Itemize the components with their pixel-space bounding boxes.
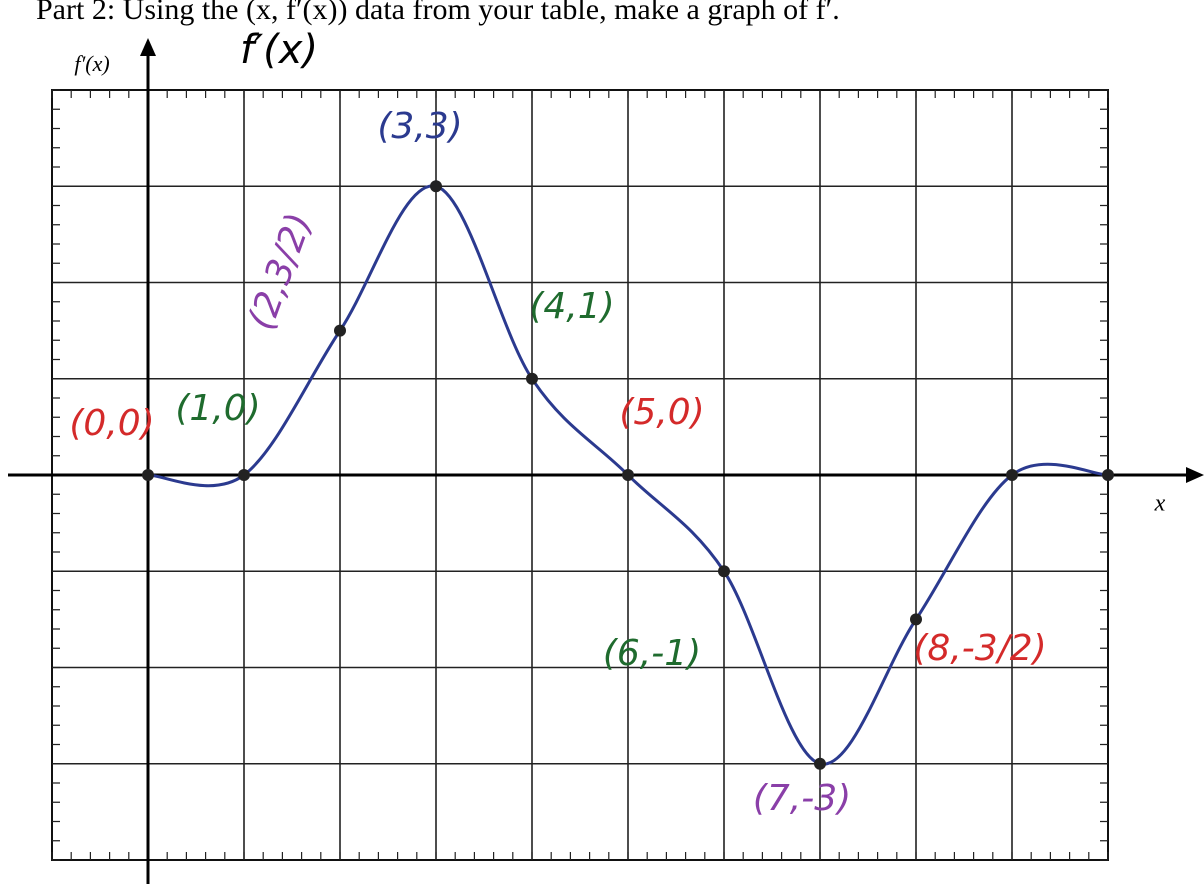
heading: Part 2: Using the (x, f′(x)) data from y…	[36, 0, 840, 26]
annotation: (1,0)	[175, 388, 260, 429]
chart: Part 2: Using the (x, f′(x)) data from y…	[0, 0, 1204, 884]
annotation: (7,-3)	[753, 778, 851, 819]
annotation: (5,0)	[619, 392, 704, 433]
annotation: (3,3)	[377, 106, 462, 147]
x-axis-arrow	[1186, 467, 1204, 483]
annotation: (0,0)	[69, 403, 154, 444]
annotation: (6,-1)	[603, 633, 701, 674]
annotation: (4,1)	[529, 286, 614, 327]
point	[622, 469, 634, 481]
point	[238, 469, 250, 481]
chart-title: f′(x)	[240, 27, 318, 73]
point	[1102, 469, 1114, 481]
point	[910, 613, 922, 625]
point	[142, 469, 154, 481]
point	[526, 373, 538, 385]
y-axis-label: f′(x)	[74, 51, 109, 76]
point	[1006, 469, 1018, 481]
point	[430, 180, 442, 192]
point	[814, 758, 826, 770]
x-axis-label: x	[1154, 491, 1166, 517]
page: {"chart_data": { "type": "line", "headin…	[0, 0, 1204, 884]
point	[334, 325, 346, 337]
annotation: (2,3/2)	[241, 208, 321, 335]
point	[718, 565, 730, 577]
annotation: (8,-3/2)	[913, 628, 1046, 669]
y-axis-arrow	[140, 38, 156, 56]
